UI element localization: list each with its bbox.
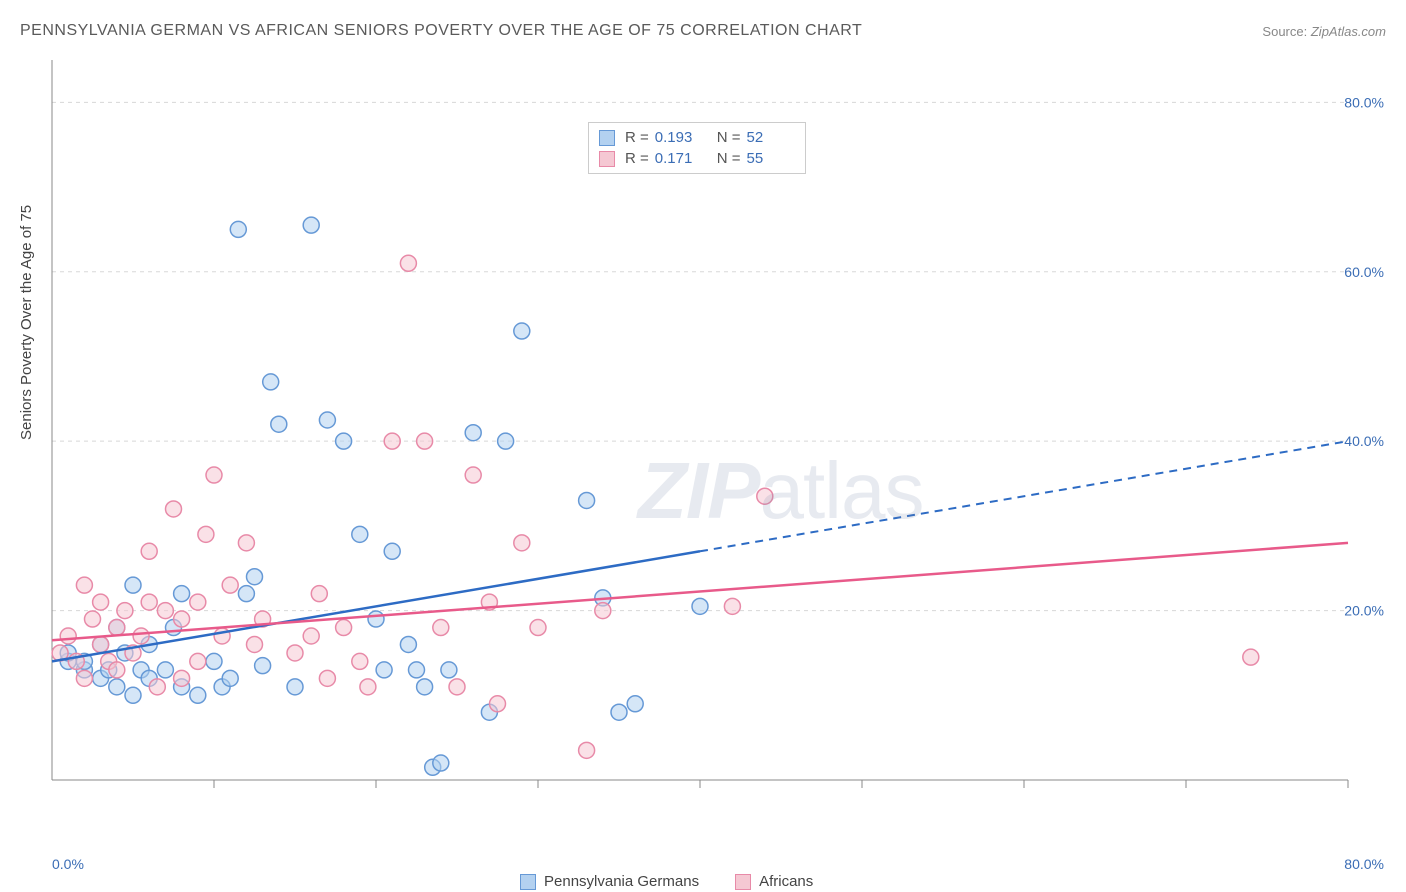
source-label: Source:: [1262, 24, 1307, 39]
bottom-legend: Pennsylvania Germans Africans: [520, 873, 841, 890]
stat-r-label: R =: [625, 150, 649, 167]
x-tick-start: 0.0%: [52, 856, 84, 872]
stat-n-label: N =: [717, 150, 741, 167]
stat-n-value: 52: [747, 129, 795, 146]
svg-text:40.0%: 40.0%: [1344, 433, 1384, 449]
chart-title: PENNSYLVANIA GERMAN VS AFRICAN SENIORS P…: [20, 22, 862, 40]
source-attribution: Source: ZipAtlas.com: [1262, 24, 1386, 39]
legend-swatch: [735, 874, 751, 890]
legend-swatch: [520, 874, 536, 890]
stat-n-value: 55: [747, 150, 795, 167]
chart-area: 20.0%40.0%60.0%80.0% ZIPatlas R =0.193N …: [48, 60, 1388, 830]
svg-text:80.0%: 80.0%: [1344, 94, 1384, 110]
stat-n-label: N =: [717, 129, 741, 146]
y-axis-label: Seniors Poverty Over the Age of 75: [18, 205, 35, 440]
svg-text:60.0%: 60.0%: [1344, 264, 1384, 280]
stat-r-label: R =: [625, 129, 649, 146]
stat-r-value: 0.193: [655, 129, 703, 146]
stat-r-value: 0.171: [655, 150, 703, 167]
legend-label: Africans: [759, 873, 813, 890]
legend-swatch: [599, 151, 615, 167]
scatter-plot: 20.0% 40.0% 60.0% 80.0%: [48, 60, 1388, 830]
legend-label: Pennsylvania Germans: [544, 873, 699, 890]
stats-row: R = 0.193 N = 52: [599, 127, 795, 148]
stats-row: R = 0.171 N = 55: [599, 148, 795, 169]
source-value: ZipAtlas.com: [1311, 24, 1386, 39]
x-tick-end: 80.0%: [1344, 856, 1384, 872]
legend-swatch: [599, 130, 615, 146]
stats-legend: R = 0.193 N = 52 R = 0.171 N = 55: [588, 122, 806, 174]
svg-text:20.0%: 20.0%: [1344, 603, 1384, 619]
